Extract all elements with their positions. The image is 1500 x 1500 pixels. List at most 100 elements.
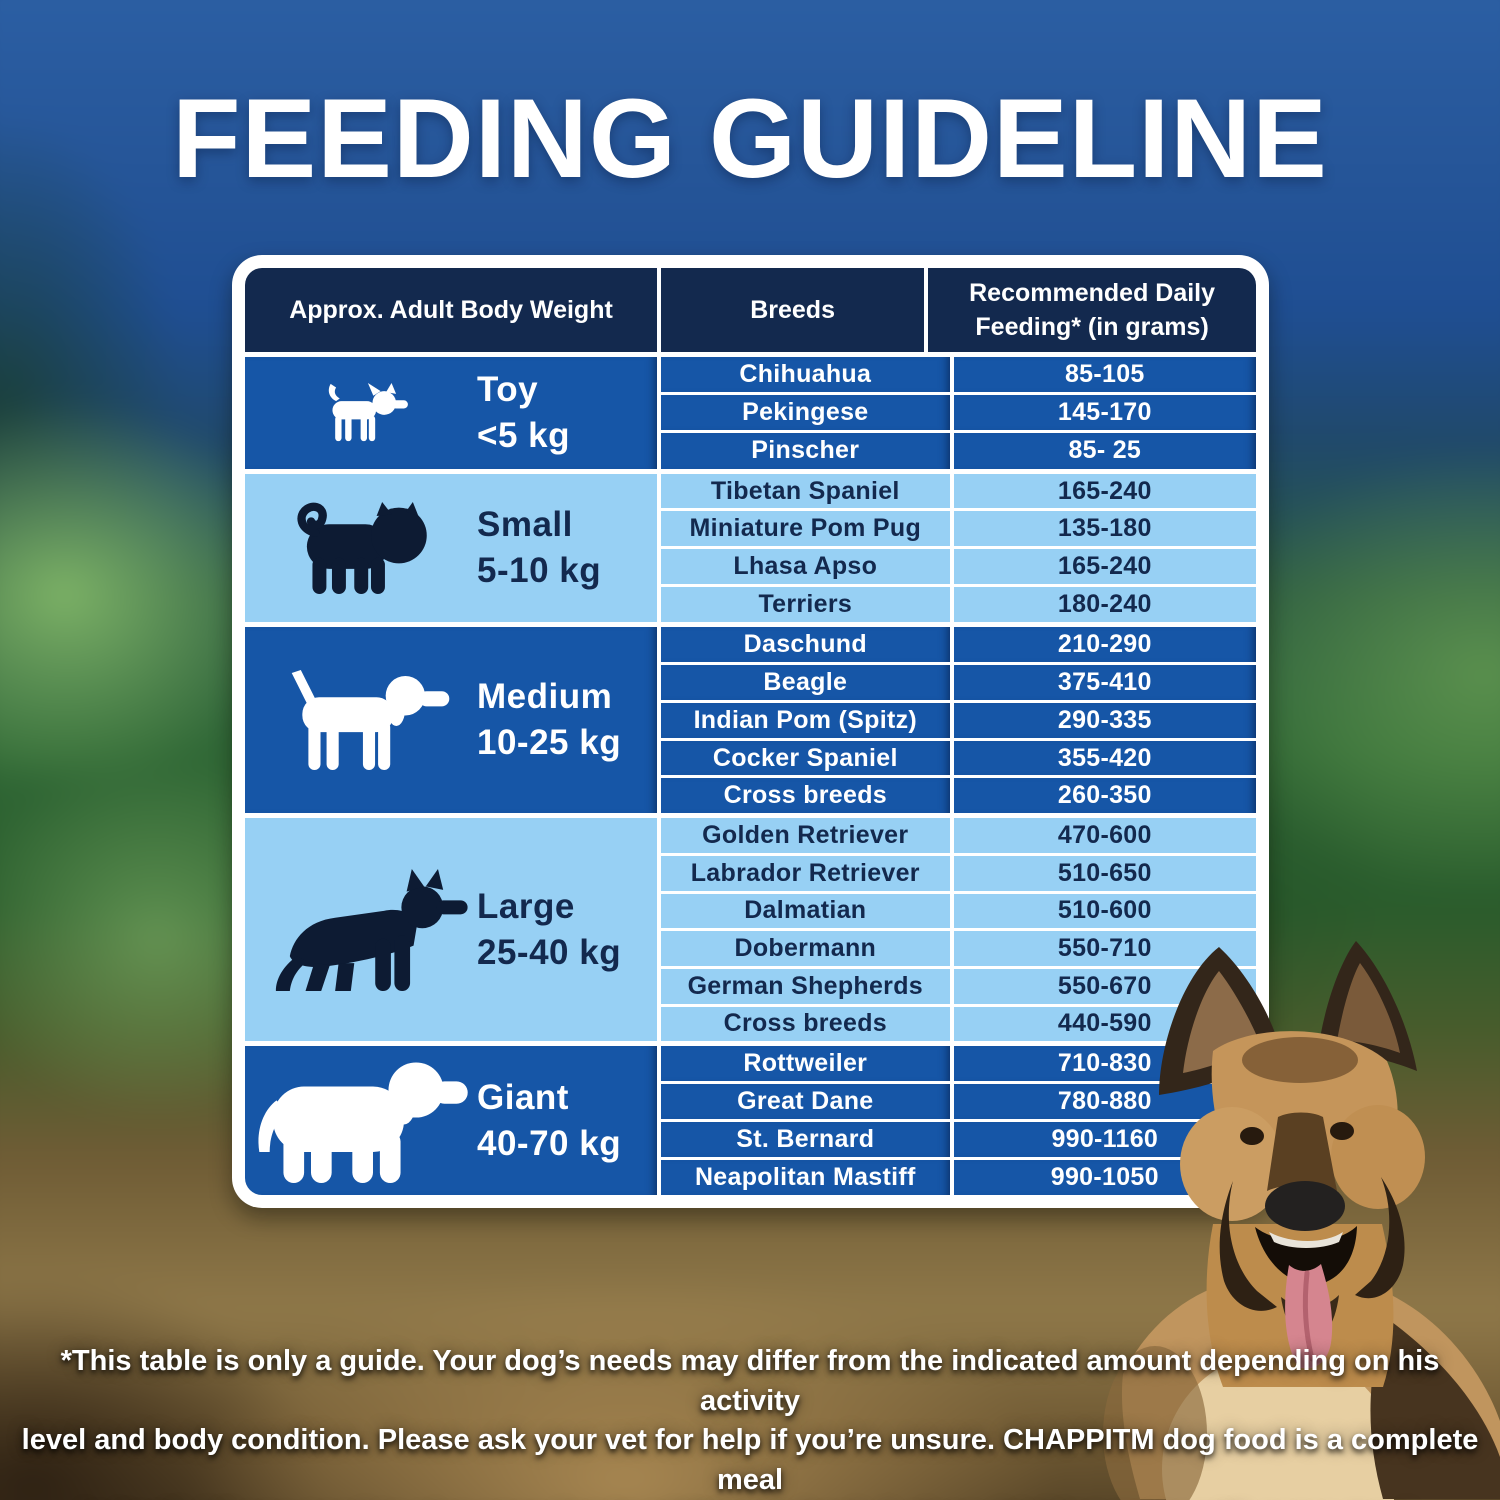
table-header-row: Approx. Adult Body Weight Breeds Recomme… xyxy=(245,268,1256,352)
size-group-medium: Medium 10-25 kg Daschund 210-290 Beagle 375-4… xyxy=(245,627,1256,814)
table-row: Indian Pom (Spitz) 290-335 xyxy=(661,702,1256,738)
amount-cell: 85-105 xyxy=(953,357,1256,393)
footnote: *This table is only a guide. Your dog’s … xyxy=(20,1342,1480,1500)
category-label: Medium 10-25 kg xyxy=(477,674,621,766)
table-row: Labrador Retriever 510-650 xyxy=(661,855,1256,891)
breed-cell: Indian Pom (Spitz) xyxy=(661,702,950,738)
category-name: Giant xyxy=(477,1077,569,1117)
table-row: Golden Retriever 470-600 xyxy=(661,818,1256,853)
table-row: Dalmatian 510-600 xyxy=(661,893,1256,929)
breed-cell: Cocker Spaniel xyxy=(661,740,950,776)
table-row: Daschund 210-290 xyxy=(661,627,1256,663)
table-row: Pinscher 85- 25 xyxy=(661,433,1256,469)
breed-cell: Cross breeds xyxy=(661,778,950,814)
feeding-table: Approx. Adult Body Weight Breeds Recomme… xyxy=(245,268,1256,1195)
breed-rows: Tibetan Spaniel 165-240 Miniature Pom Pug 1… xyxy=(661,473,1256,623)
amount-cell: 470-600 xyxy=(953,818,1256,853)
header-body-weight: Approx. Adult Body Weight xyxy=(245,268,657,352)
breed-cell: Terriers xyxy=(661,587,950,623)
category-cell-large: Large 25-40 kg xyxy=(245,818,657,1042)
category-cell-giant: Giant 40-70 kg xyxy=(245,1046,657,1195)
table-row: Miniature Pom Pug 135-180 xyxy=(661,511,1256,547)
breed-cell: Cross breeds xyxy=(661,1006,950,1042)
amount-cell: 135-180 xyxy=(953,511,1256,547)
footnote-line-1: *This table is only a guide. Your dog’s … xyxy=(60,1345,1440,1417)
amount-cell: 290-335 xyxy=(953,702,1256,738)
amount-cell: 375-410 xyxy=(953,665,1256,700)
breed-cell: Tibetan Spaniel xyxy=(661,473,950,509)
table-row: Cocker Spaniel 355-420 xyxy=(661,740,1256,776)
footnote-line-2: level and body condition. Please ask you… xyxy=(21,1424,1479,1496)
breed-cell: Dalmatian xyxy=(661,893,950,929)
breed-rows: Golden Retriever 470-600 Labrador Retrieve… xyxy=(661,818,1256,1042)
breed-cell: Pekingese xyxy=(661,395,950,431)
table-row: Tibetan Spaniel 165-240 xyxy=(661,473,1256,509)
page-title: FEEDING GUIDELINE xyxy=(172,76,1328,201)
header-daily-feeding: Recommended Daily Feeding* (in grams) xyxy=(928,268,1256,352)
category-label: Toy <5 kg xyxy=(477,367,570,459)
category-name: Small xyxy=(477,504,573,544)
breed-cell: Dobermann xyxy=(661,931,950,966)
size-group-toy: Toy <5 kg Chihuahua 85-105 Pekingese 145-170 P… xyxy=(245,357,1256,469)
category-name: Medium xyxy=(477,677,613,717)
breed-cell: St. Bernard xyxy=(661,1122,950,1158)
amount-cell: 510-650 xyxy=(953,855,1256,891)
table-row: Lhasa Apso 165-240 xyxy=(661,549,1256,585)
table-row: Pekingese 145-170 xyxy=(661,395,1256,431)
chihuahua-icon xyxy=(245,382,477,443)
header-breeds: Breeds xyxy=(661,268,925,352)
amount-cell: 85- 25 xyxy=(953,433,1256,469)
size-group-small: Small 5-10 kg Tibetan Spaniel 165-240 Miniat… xyxy=(245,473,1256,623)
table-row: Beagle 375-410 xyxy=(661,665,1256,700)
breed-cell: Pinscher xyxy=(661,433,950,469)
category-cell-medium: Medium 10-25 kg xyxy=(245,627,657,814)
amount-cell: 165-240 xyxy=(953,473,1256,509)
category-name: Large xyxy=(477,886,575,926)
breed-rows: Chihuahua 85-105 Pekingese 145-170 Pinscher 8… xyxy=(661,357,1256,469)
breed-cell: Labrador Retriever xyxy=(661,855,950,891)
amount-cell: 780-880 xyxy=(953,1084,1256,1120)
german-shepherd-icon xyxy=(245,868,477,991)
category-weight: 5-10 kg xyxy=(477,550,602,590)
table-row: Cross breeds 260-350 xyxy=(661,778,1256,814)
table-row: Dobermann 550-710 xyxy=(661,931,1256,966)
category-label: Giant 40-70 kg xyxy=(477,1075,621,1167)
amount-cell: 180-240 xyxy=(953,587,1256,623)
category-cell-small: Small 5-10 kg xyxy=(245,473,657,623)
breed-cell: German Shepherds xyxy=(661,968,950,1004)
breed-cell: Rottweiler xyxy=(661,1046,950,1082)
german-shepherd-photo xyxy=(1103,941,1500,1500)
table-row: Chihuahua 85-105 xyxy=(661,357,1256,393)
amount-cell: 210-290 xyxy=(953,627,1256,663)
amount-cell: 260-350 xyxy=(953,778,1256,814)
category-name: Toy xyxy=(477,369,539,409)
amount-cell: 165-240 xyxy=(953,549,1256,585)
breed-cell: Chihuahua xyxy=(661,357,950,393)
category-weight: 25-40 kg xyxy=(477,932,622,972)
category-weight: <5 kg xyxy=(477,415,570,455)
breed-rows: Daschund 210-290 Beagle 375-410 Indian Pom (… xyxy=(661,627,1256,814)
feeding-table-card: Approx. Adult Body Weight Breeds Recomme… xyxy=(232,255,1269,1208)
category-label: Small 5-10 kg xyxy=(477,502,601,594)
beagle-icon xyxy=(245,670,477,771)
breed-cell: Lhasa Apso xyxy=(661,549,950,585)
amount-cell: 355-420 xyxy=(953,740,1256,776)
table-row: German Shepherds 550-670 xyxy=(661,968,1256,1004)
category-weight: 10-25 kg xyxy=(477,723,622,763)
breed-cell: Great Dane xyxy=(661,1084,950,1120)
breed-cell: Daschund xyxy=(661,627,950,663)
pug-icon xyxy=(245,501,477,594)
amount-cell: 145-170 xyxy=(953,395,1256,431)
category-label: Large 25-40 kg xyxy=(477,884,621,976)
amount-cell: 550-710 xyxy=(953,931,1256,966)
size-group-large: Large 25-40 kg Golden Retriever 470-600 Labr… xyxy=(245,818,1256,1042)
breed-cell: Golden Retriever xyxy=(661,818,950,853)
amount-cell: 510-600 xyxy=(953,893,1256,929)
table-row: Terriers 180-240 xyxy=(661,587,1256,623)
category-weight: 40-70 kg xyxy=(477,1123,622,1163)
breed-cell: Beagle xyxy=(661,665,950,700)
breed-cell: Neapolitan Mastiff xyxy=(661,1160,950,1195)
st-bernard-icon xyxy=(245,1059,477,1183)
breed-cell: Miniature Pom Pug xyxy=(661,511,950,547)
